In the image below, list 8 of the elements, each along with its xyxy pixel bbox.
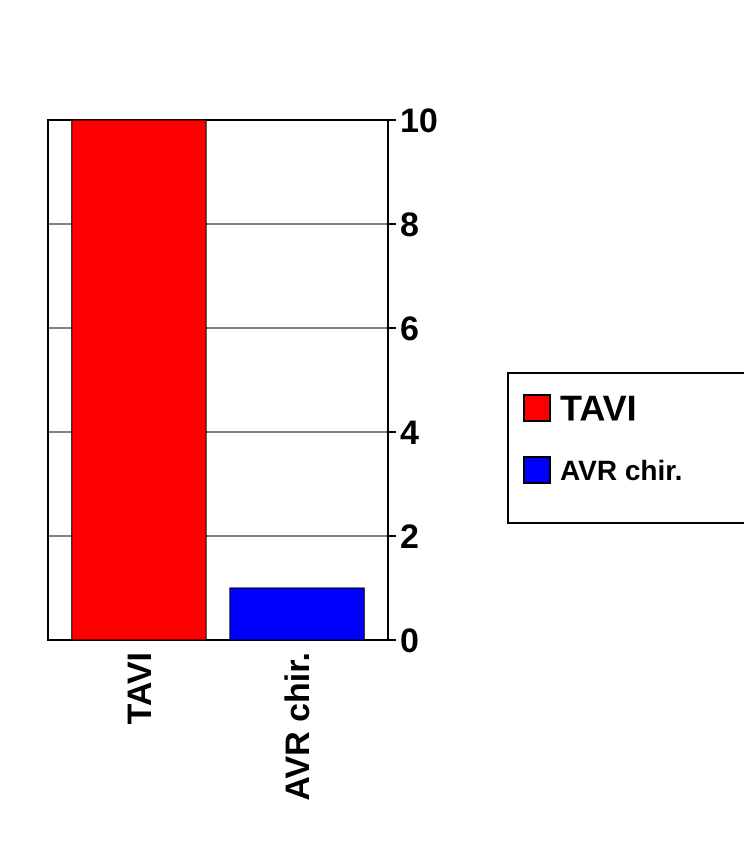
y-tick-label: 10	[400, 102, 438, 140]
y-tick-label: 4	[400, 414, 419, 452]
y-tick-label: 6	[400, 310, 419, 348]
y-tick-label: 8	[400, 206, 419, 244]
y-tick-label: 2	[400, 518, 419, 556]
legend-label: TAVI	[560, 388, 637, 429]
y-tick-label: 0	[400, 622, 419, 660]
legend-label: AVR chir.	[560, 454, 682, 486]
